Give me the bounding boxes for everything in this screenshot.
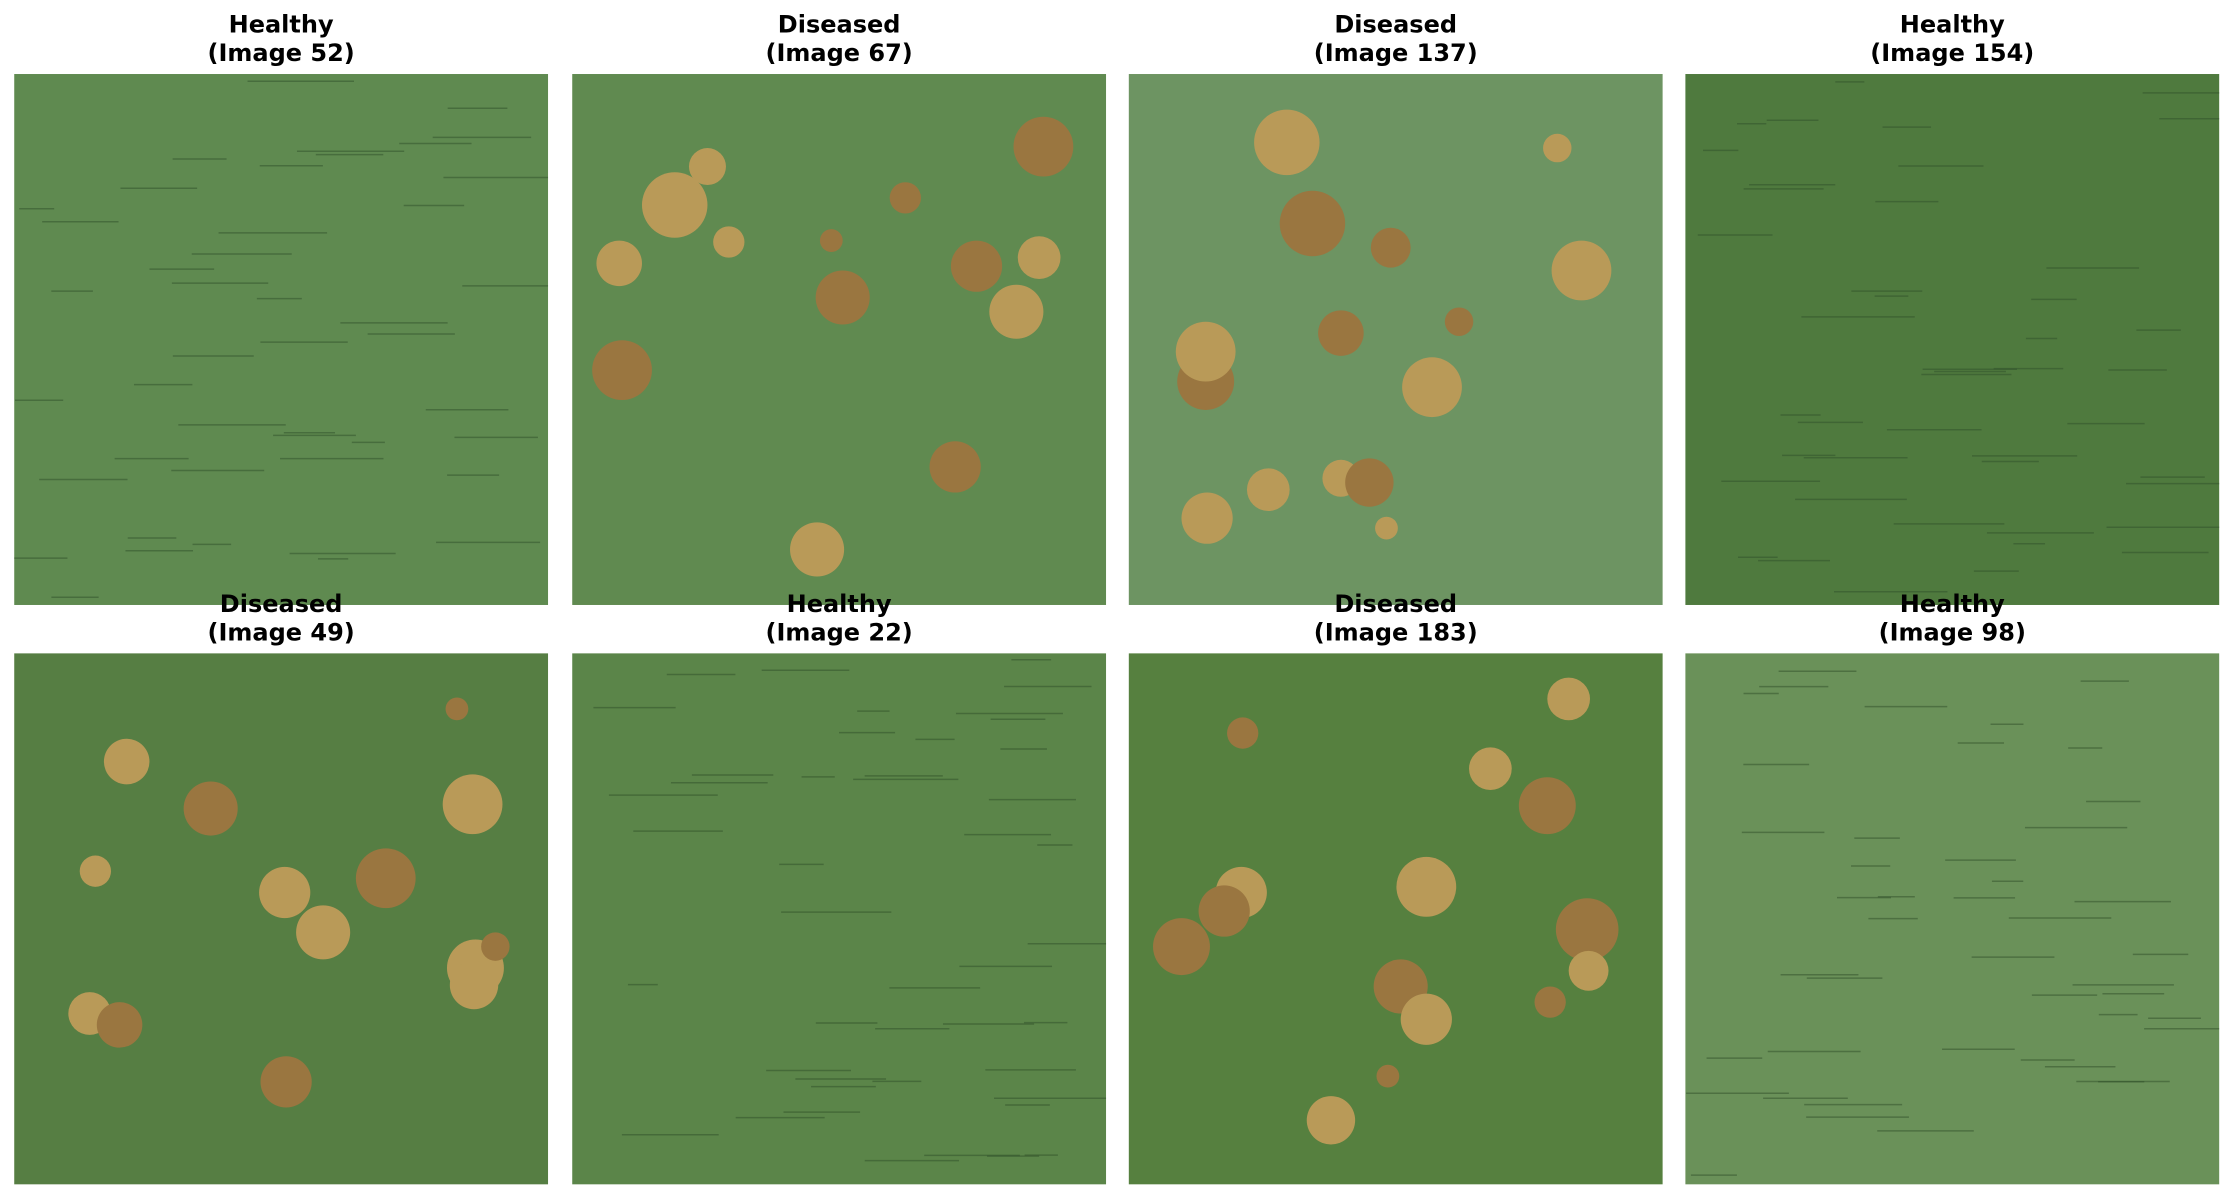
lesion (1376, 1064, 1400, 1088)
lesion (1227, 717, 1259, 749)
lesion (1534, 986, 1566, 1018)
lesion (1555, 898, 1619, 961)
lesion (296, 905, 351, 960)
panel: Diseased(Image 183) (1128, 590, 1663, 1185)
lesion (1306, 1096, 1356, 1145)
lesion (183, 781, 238, 836)
panel-label: Diseased (778, 11, 901, 39)
lesion (1017, 236, 1061, 279)
panel-image-id: (Image 183) (1314, 618, 1478, 646)
lesion (1568, 950, 1609, 991)
leaf-image (14, 74, 549, 605)
panel-image-id: (Image 137) (1314, 39, 1478, 67)
lesion (1396, 856, 1457, 917)
lesion (641, 172, 708, 238)
panel-label: Diseased (220, 590, 343, 618)
lesion (355, 848, 416, 909)
lesion (79, 855, 112, 887)
leaf-image (1685, 74, 2220, 605)
lesion (445, 697, 469, 721)
lesion (929, 441, 981, 493)
panel-image-id: (Image 52) (207, 39, 354, 67)
panel: Diseased(Image 49) (14, 590, 549, 1185)
panel: Healthy(Image 98) (1685, 590, 2220, 1185)
lesion (790, 522, 845, 577)
lesion (815, 270, 870, 325)
lesion (889, 182, 921, 214)
lesion (1198, 885, 1250, 937)
lesion (1370, 227, 1411, 268)
lesion (260, 1056, 312, 1108)
panel-label: Diseased (1334, 590, 1457, 618)
lesion (96, 1002, 143, 1048)
lesion (1246, 468, 1290, 512)
lesion (592, 340, 652, 400)
panel-image-id: (Image 154) (1870, 39, 2034, 67)
lesion (596, 240, 642, 287)
lesion (1518, 777, 1576, 835)
lesion (1547, 677, 1591, 721)
panel: Diseased(Image 67) (572, 11, 1107, 605)
lesion (259, 866, 311, 919)
panel: Healthy(Image 154) (1685, 11, 2220, 605)
lesion (989, 284, 1044, 339)
lesion (713, 226, 745, 258)
lesion (481, 932, 510, 961)
lesion (1375, 516, 1398, 540)
panel-label: Healthy (787, 590, 892, 618)
lesion (1543, 133, 1572, 163)
lesion (688, 148, 726, 186)
lesion (1013, 116, 1074, 177)
lesion (1254, 109, 1320, 176)
lesion (1444, 307, 1474, 336)
panel: Healthy(Image 52) (14, 11, 549, 605)
panel-image-id: (Image 67) (765, 39, 912, 67)
panel: Diseased(Image 137) (1128, 11, 1663, 605)
panel-image-id: (Image 98) (1879, 618, 2026, 646)
panel-label: Diseased (1334, 11, 1457, 39)
panel-label: Healthy (1900, 11, 2005, 39)
panel-image-id: (Image 49) (207, 618, 354, 646)
lesion (1181, 492, 1233, 544)
leaf-image (572, 74, 1107, 605)
leaf-image (572, 653, 1107, 1185)
panel: Healthy(Image 22) (572, 590, 1107, 1185)
lesion (950, 240, 1003, 292)
leaf-image (1685, 653, 2220, 1185)
lesion (1175, 321, 1236, 382)
panel-label: Healthy (1900, 590, 2005, 618)
panel-label: Healthy (229, 11, 334, 39)
lesion (1469, 747, 1512, 791)
lesion (449, 960, 499, 1010)
lesion (1153, 918, 1210, 976)
lesion (1551, 240, 1612, 301)
lesion (819, 229, 843, 252)
panel-image-id: (Image 22) (765, 618, 912, 646)
lesion (1279, 190, 1346, 257)
lesion (1318, 310, 1364, 356)
lesion (442, 774, 503, 835)
lesion (1402, 357, 1462, 418)
lesion (103, 738, 150, 785)
lesion (1345, 458, 1394, 507)
lesion (1400, 993, 1452, 1045)
